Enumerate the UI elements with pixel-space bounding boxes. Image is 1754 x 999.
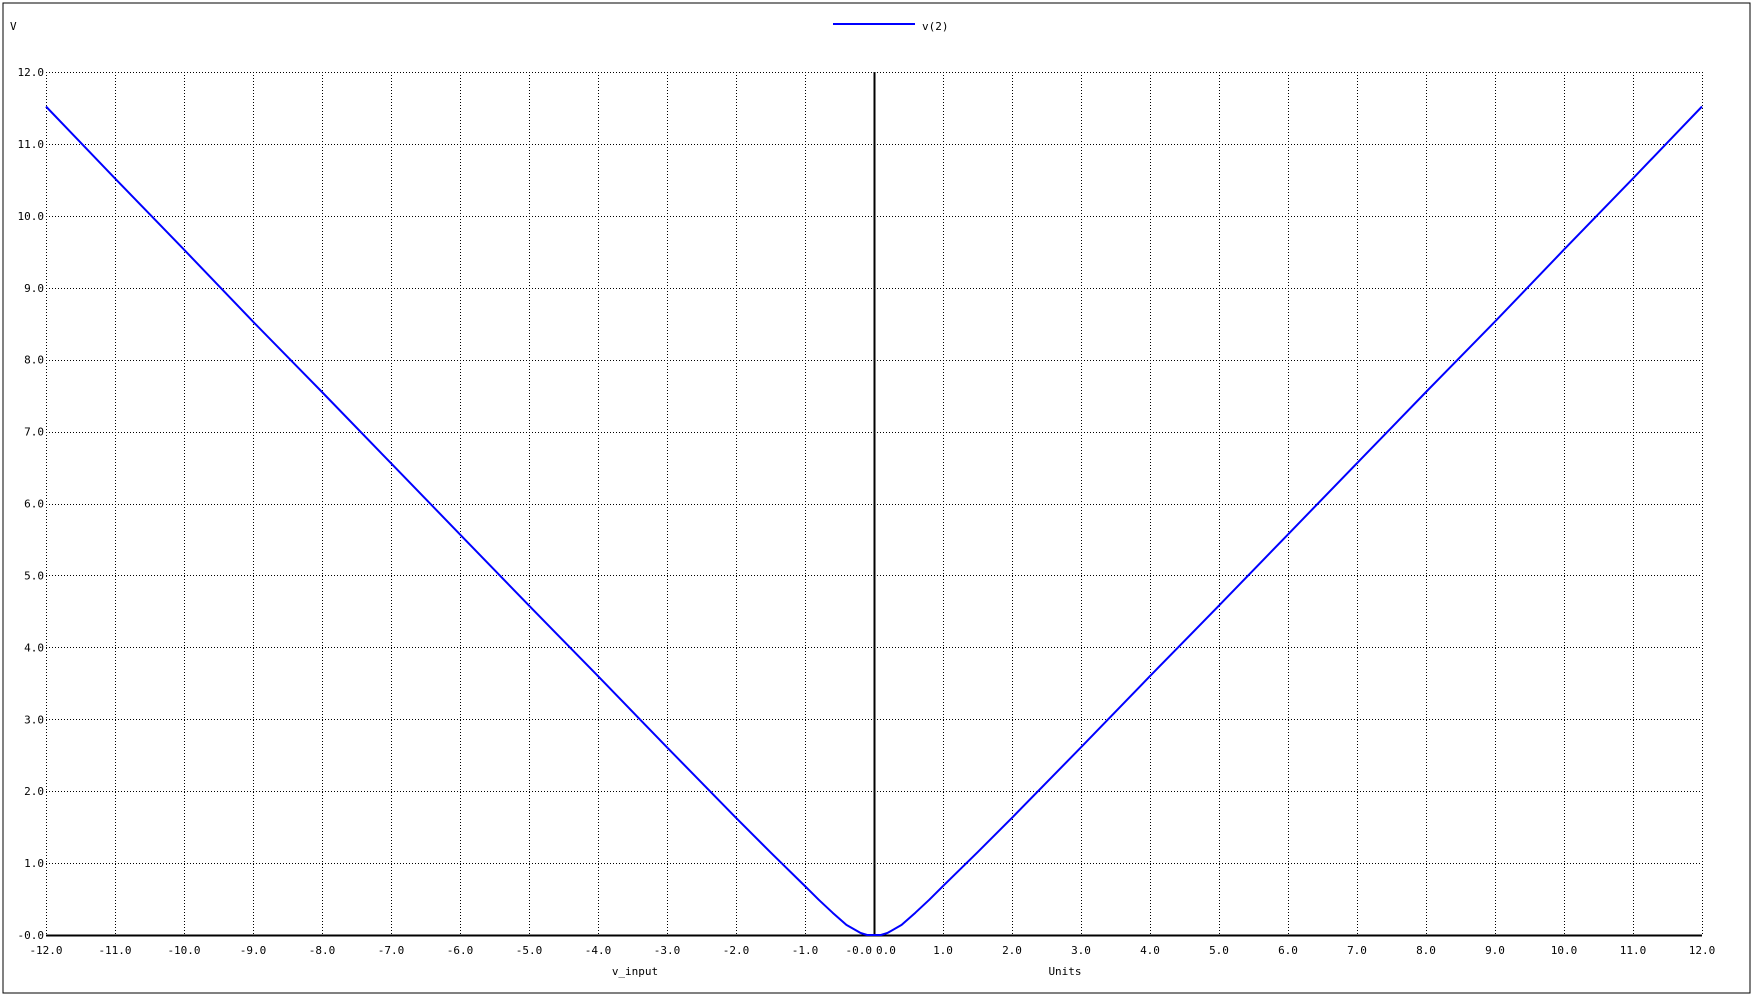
tick-labels: -12.0 -11.0 -10.0 -9.0 -8.0 -7.0 -6.0 -5.0 -4.0 -… — [18, 66, 1716, 957]
x-tick-label-11: -1.0 — [792, 944, 819, 957]
axes-layer — [46, 72, 1702, 937]
x-tick-label-7: -5.0 — [516, 944, 543, 957]
x-tick-label-1: -11.0 — [98, 944, 131, 957]
x-tick-label-6: -6.0 — [447, 944, 474, 957]
y-tick-label-8: 8.0 — [24, 354, 44, 367]
series-layer — [45, 105, 1703, 936]
y-tick-label-2: 2.0 — [24, 785, 44, 798]
y-tick-label-1: 1.0 — [24, 857, 44, 870]
x-tick-label-20: 8.0 — [1416, 944, 1436, 957]
y-tick-label-10: 10.0 — [18, 210, 45, 223]
x-tick-label-15: 3.0 — [1071, 944, 1091, 957]
x-axis-variable-label: v_input — [612, 965, 658, 978]
y-tick-label-7: 7.0 — [24, 426, 44, 439]
y-tick-label-0: -0.0 — [18, 929, 45, 942]
x-tick-label-19: 7.0 — [1347, 944, 1367, 957]
x-tick-label-0: -12.0 — [29, 944, 62, 957]
y-tick-label-5: 5.0 — [24, 569, 44, 582]
x-tick-label-neg-zero: -0.0 — [846, 944, 873, 957]
x-tick-label-21: 9.0 — [1485, 944, 1505, 957]
y-tick-label-6: 6.0 — [24, 498, 44, 511]
legend-label-v2: v(2) — [922, 20, 949, 33]
y-tick-label-12: 12.0 — [18, 66, 45, 79]
x-tick-label-8: -4.0 — [585, 944, 612, 957]
y-tick-label-9: 9.0 — [24, 282, 44, 295]
x-tick-label-9: -3.0 — [654, 944, 681, 957]
x-tick-label-zero: 0.0 — [876, 944, 896, 957]
y-tick-label-4: 4.0 — [24, 641, 44, 654]
x-tick-label-3: -9.0 — [240, 944, 267, 957]
y-tick-label-3: 3.0 — [24, 713, 44, 726]
x-tick-label-22: 10.0 — [1551, 944, 1578, 957]
x-tick-label-18: 6.0 — [1278, 944, 1298, 957]
y-axis-label: V — [10, 20, 17, 33]
x-tick-label-2: -10.0 — [167, 944, 200, 957]
x-tick-label-16: 4.0 — [1140, 944, 1160, 957]
x-axis-units-label: Units — [1048, 965, 1081, 978]
x-tick-label-4: -8.0 — [309, 944, 336, 957]
x-tick-label-5: -7.0 — [378, 944, 405, 957]
series-line-0 — [45, 105, 1703, 936]
legend: v(2) — [833, 20, 949, 33]
x-tick-label-24: 12.0 — [1689, 944, 1716, 957]
x-tick-label-23: 11.0 — [1620, 944, 1647, 957]
y-tick-label-11: 11.0 — [18, 138, 45, 151]
x-tick-label-13: 1.0 — [933, 944, 953, 957]
x-tick-label-14: 2.0 — [1002, 944, 1022, 957]
x-tick-label-10: -2.0 — [723, 944, 750, 957]
x-tick-label-17: 5.0 — [1209, 944, 1229, 957]
